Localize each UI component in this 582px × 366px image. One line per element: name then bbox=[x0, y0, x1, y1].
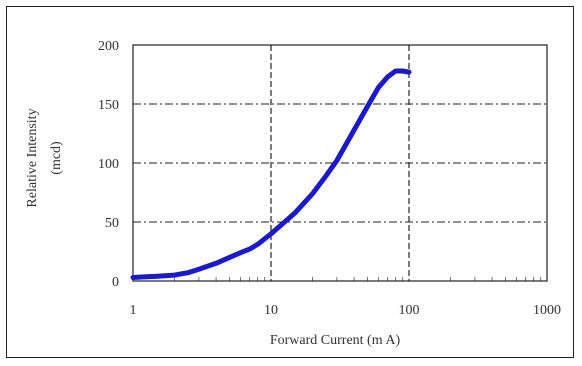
y-tick-label: 100 bbox=[98, 157, 119, 172]
y-tick-label: 150 bbox=[98, 98, 119, 113]
x-tick-label: 1000 bbox=[533, 303, 561, 318]
y-axis-label-line1: Relative Intensity bbox=[25, 108, 40, 207]
x-tick-label: 1 bbox=[130, 303, 137, 318]
x-tick-label: 10 bbox=[264, 303, 278, 318]
series-line-relative-intensity bbox=[130, 68, 412, 280]
y-tick-labels: 0 50 100 150 200 bbox=[98, 39, 119, 290]
y-axis-label-line2: (mcd) bbox=[49, 141, 64, 175]
grid-layer bbox=[133, 45, 547, 281]
y-tick-label: 50 bbox=[105, 216, 119, 231]
y-tick-label: 200 bbox=[98, 39, 119, 54]
plot-area bbox=[132, 44, 548, 282]
x-axis-label: Forward Current (m A) bbox=[270, 333, 401, 348]
y-tick-label: 0 bbox=[112, 275, 119, 290]
x-tick-label: 100 bbox=[399, 303, 420, 318]
chart-frame bbox=[6, 6, 574, 358]
x-tick-labels: 1 10 100 1000 bbox=[130, 303, 562, 318]
